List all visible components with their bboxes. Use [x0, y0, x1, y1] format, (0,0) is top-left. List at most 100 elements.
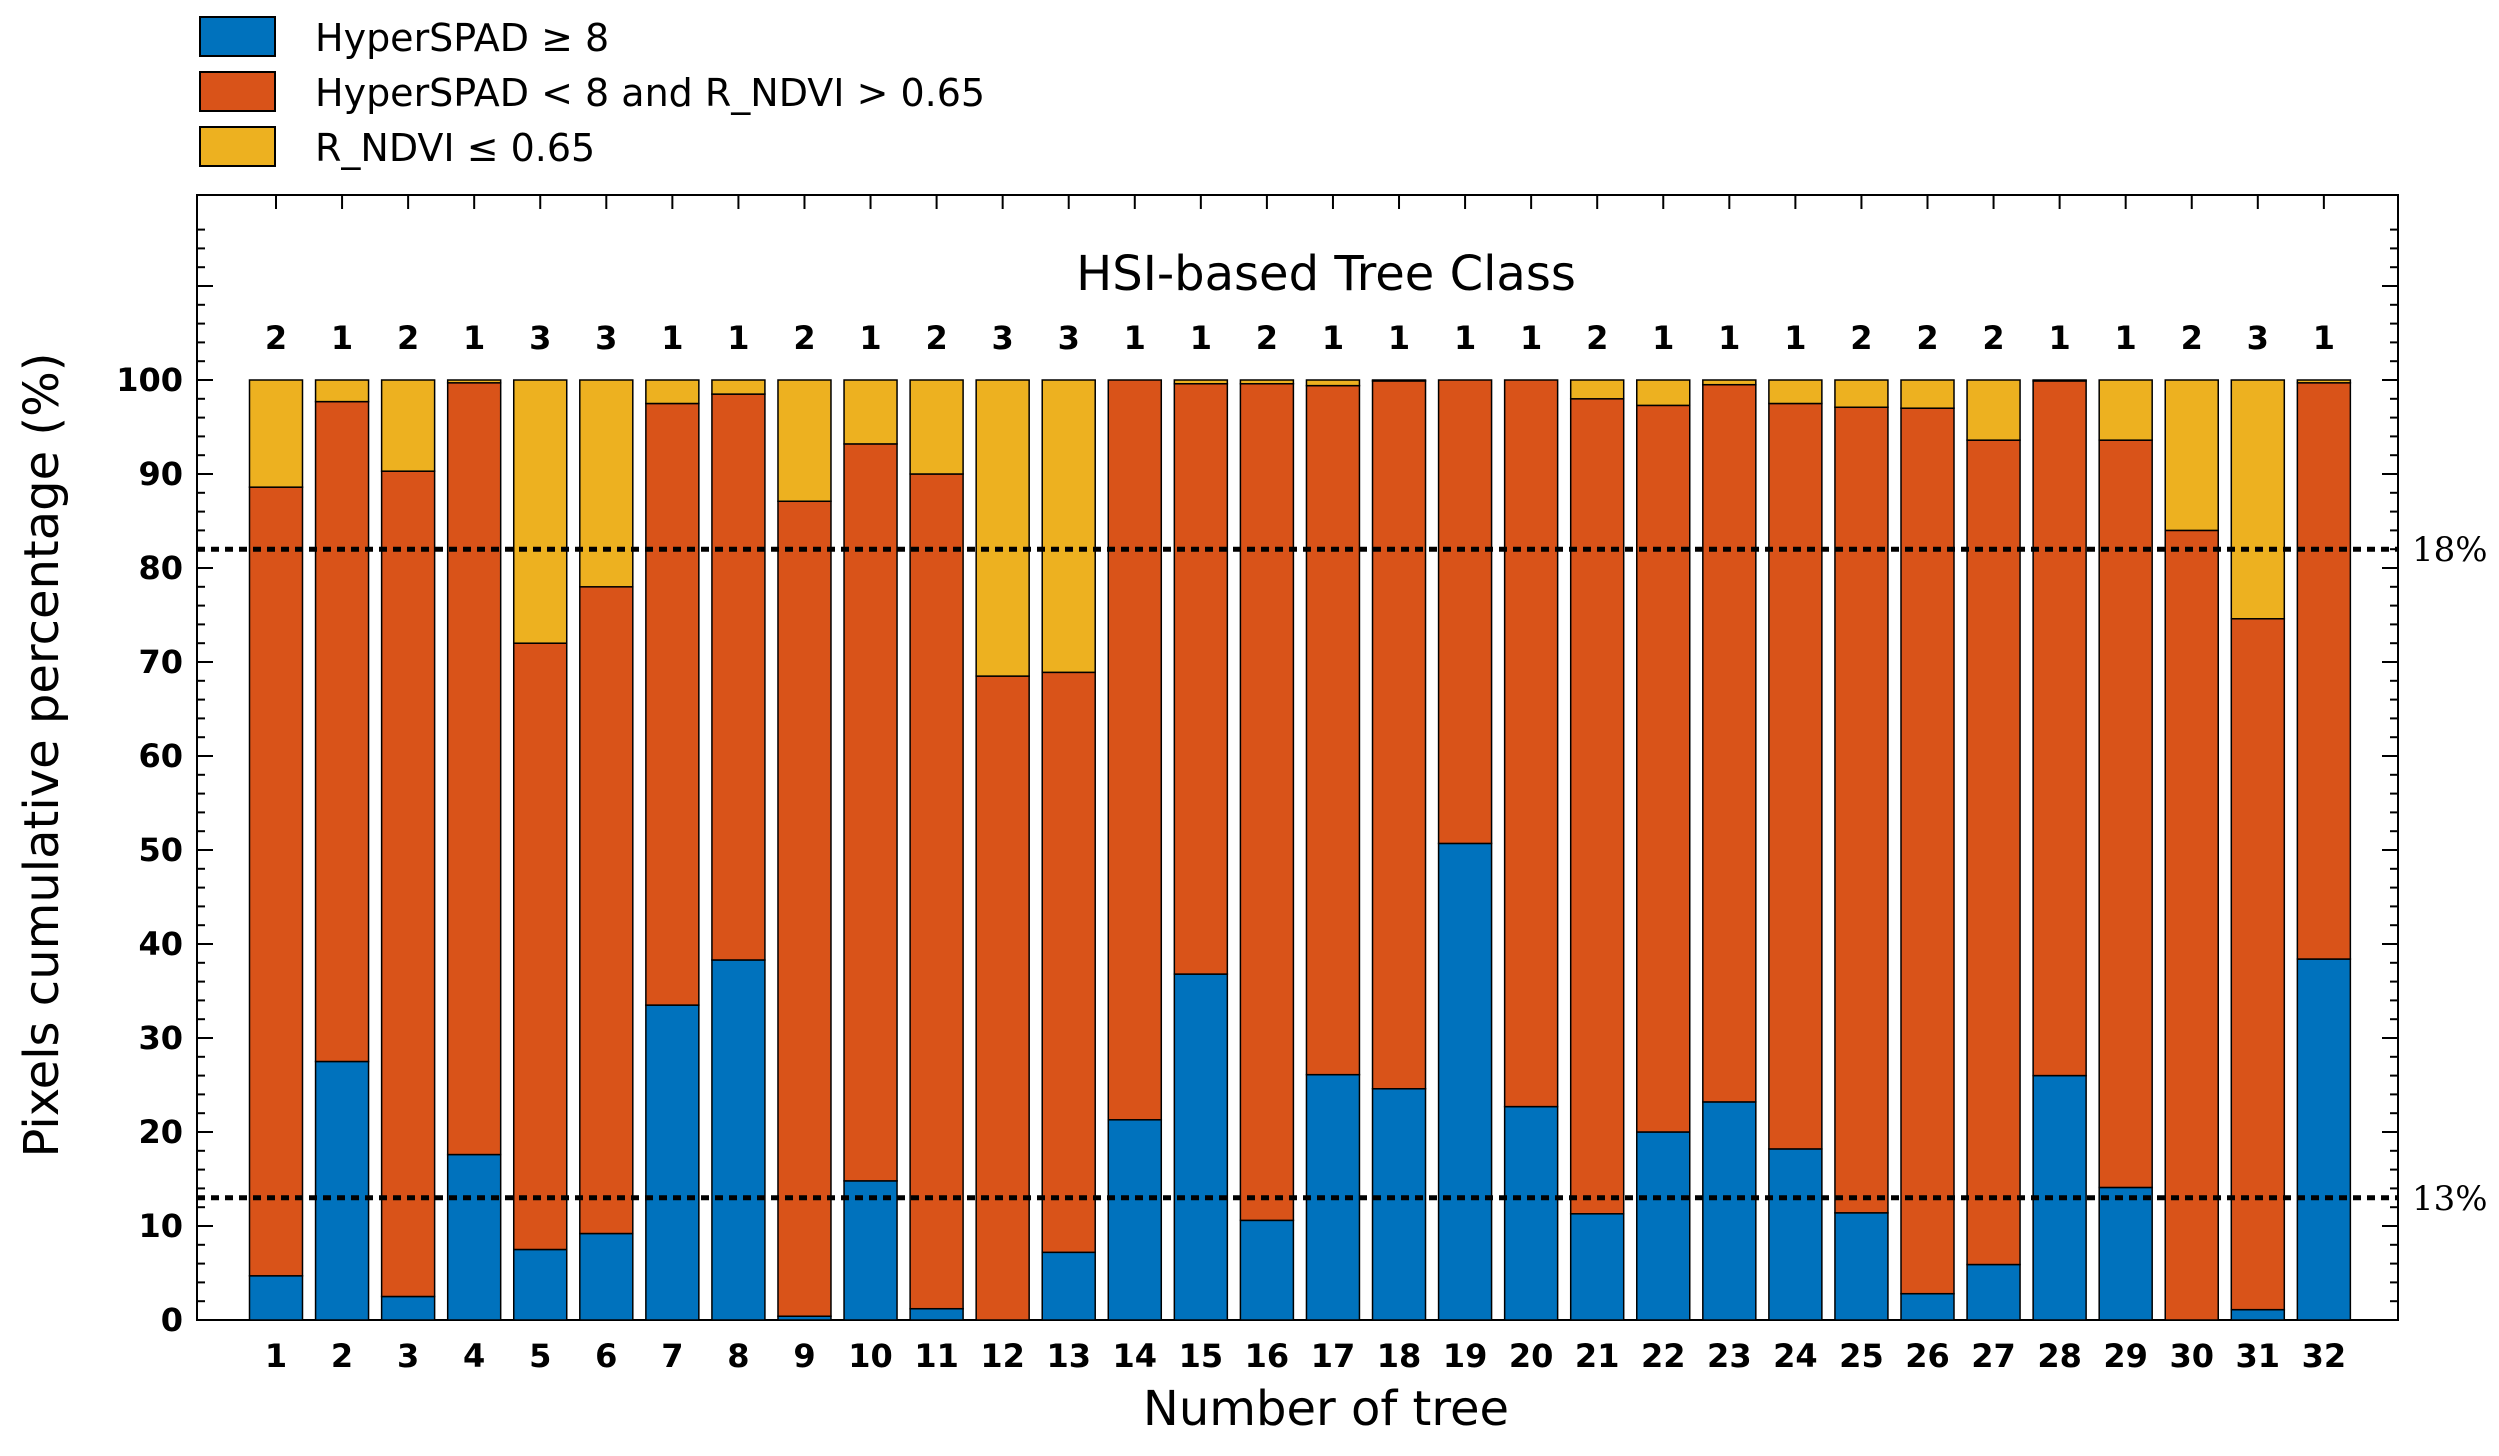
labels: 0102030405060708090100122132415363718192… — [116, 319, 2346, 1375]
bar-tree-8-segment-1 — [711, 959, 766, 1321]
x-tick-label: 10 — [848, 1337, 893, 1375]
tree-class-label: 1 — [1652, 319, 1674, 357]
tree-class-label: 2 — [793, 319, 815, 357]
bar-tree-6-segment-1 — [579, 1232, 634, 1321]
bar-tree-27-segment-1 — [1966, 1263, 2021, 1321]
x-tick-label: 8 — [727, 1337, 749, 1375]
bar-tree-17-segment-3 — [1305, 379, 1361, 387]
x-tick-label: 9 — [793, 1337, 815, 1375]
bar-tree-5-segment-2 — [512, 642, 568, 1251]
tree-class-label: 1 — [2115, 319, 2137, 357]
bar-tree-3-segment-1 — [380, 1295, 436, 1321]
legend-label-2: HyperSPAD < 8 and R_NDVI > 0.65 — [315, 71, 985, 115]
x-tick-label: 18 — [1377, 1337, 1422, 1375]
x-tick-label: 14 — [1113, 1337, 1158, 1375]
bar-tree-2-segment-3 — [314, 379, 370, 403]
y-tick-label: 60 — [138, 737, 183, 775]
x-tick-label: 25 — [1839, 1337, 1884, 1375]
bar-tree-13-segment-1 — [1041, 1251, 1096, 1321]
x-tick-label: 28 — [2037, 1337, 2082, 1375]
bar-tree-27-segment-3 — [1966, 379, 2021, 441]
bar-tree-10-segment-2 — [843, 443, 898, 1182]
tree-class-label: 1 — [2048, 319, 2070, 357]
tree-class-label: 2 — [1850, 319, 1872, 357]
bar-tree-18-segment-1 — [1371, 1088, 1427, 1321]
y-tick-label: 70 — [138, 643, 183, 681]
y-tick-label: 50 — [138, 831, 183, 869]
bar-tree-1-segment-1 — [248, 1275, 304, 1321]
tree-class-label: 1 — [1718, 319, 1740, 357]
y-tick-label: 80 — [138, 549, 183, 587]
bar-tree-22-segment-3 — [1636, 379, 1691, 407]
bar-tree-32-segment-1 — [2296, 958, 2352, 1321]
tree-class-label: 3 — [595, 319, 617, 357]
bar-tree-5-segment-1 — [512, 1248, 568, 1321]
bar-tree-8-segment-2 — [711, 393, 766, 961]
tree-class-label: 1 — [1520, 319, 1542, 357]
bar-tree-20-segment-2 — [1503, 379, 1559, 1108]
chart-title: HSI-based Tree Class — [1076, 246, 1576, 302]
bar-tree-26-segment-2 — [1900, 407, 1955, 1295]
x-tick-label: 2 — [331, 1337, 353, 1375]
y-tick-label: 40 — [138, 925, 183, 963]
x-tick-label: 27 — [1971, 1337, 2016, 1375]
tree-class-label: 2 — [925, 319, 947, 357]
x-tick-label: 4 — [463, 1337, 485, 1375]
x-tick-label: 1 — [265, 1337, 287, 1375]
tree-class-label: 1 — [1190, 319, 1212, 357]
bar-tree-4-segment-2 — [446, 382, 502, 1156]
bar-tree-16-segment-1 — [1239, 1219, 1295, 1321]
y-axis-title: Pixels cumulative percentage (%) — [14, 353, 70, 1158]
bar-tree-18-segment-2 — [1371, 380, 1427, 1090]
bar-tree-15-segment-2 — [1173, 383, 1229, 975]
bar-tree-7-segment-1 — [645, 1004, 700, 1321]
y-tick-label: 90 — [138, 455, 183, 493]
bar-tree-16-segment-2 — [1239, 383, 1295, 1222]
legend: HyperSPAD ≥ 8 HyperSPAD < 8 and R_NDVI > … — [199, 16, 985, 170]
legend-label-1: HyperSPAD ≥ 8 — [315, 16, 609, 60]
tree-class-label: 1 — [331, 319, 353, 357]
bar-tree-24-segment-3 — [1768, 379, 1823, 405]
legend-label-3: R_NDVI ≤ 0.65 — [315, 126, 595, 170]
bar-tree-13-segment-3 — [1041, 379, 1096, 674]
tree-class-label: 1 — [859, 319, 881, 357]
bar-tree-18-segment-3 — [1371, 379, 1427, 382]
bar-tree-26-segment-3 — [1900, 379, 1955, 409]
tree-class-label: 1 — [463, 319, 485, 357]
x-tick-label: 5 — [529, 1337, 551, 1375]
bar-tree-4-segment-1 — [446, 1153, 502, 1321]
bar-tree-15-segment-1 — [1173, 973, 1229, 1321]
y-tick-label: 0 — [161, 1301, 183, 1339]
bar-tree-3-segment-2 — [380, 470, 436, 1298]
x-tick-label: 12 — [980, 1337, 1025, 1375]
x-tick-label: 31 — [2236, 1337, 2281, 1375]
tree-class-label: 1 — [1784, 319, 1806, 357]
bar-tree-13-segment-2 — [1041, 671, 1096, 1254]
x-tick-label: 11 — [914, 1337, 959, 1375]
bar-tree-8-segment-3 — [711, 379, 766, 395]
bar-tree-29-segment-1 — [2098, 1186, 2153, 1321]
reference-line-label-1: 18% — [2412, 530, 2488, 570]
y-tick-label: 100 — [116, 361, 183, 399]
bar-tree-22-segment-1 — [1636, 1131, 1691, 1321]
bar-tree-30-segment-3 — [2164, 379, 2219, 532]
bar-tree-31-segment-1 — [2230, 1308, 2286, 1321]
bar-tree-19-segment-2 — [1437, 379, 1493, 845]
legend-swatch-1 — [199, 16, 276, 57]
tree-class-label: 1 — [727, 319, 749, 357]
tree-class-label: 2 — [1256, 319, 1278, 357]
bar-tree-31-segment-3 — [2230, 379, 2286, 620]
tree-class-label: 2 — [265, 319, 287, 357]
bar-tree-9-segment-3 — [777, 379, 832, 503]
bar-tree-15-segment-3 — [1173, 379, 1229, 385]
y-tick-label: 10 — [138, 1207, 183, 1245]
bar-tree-27-segment-2 — [1966, 439, 2021, 1266]
bar-tree-12-segment-2 — [975, 675, 1030, 1321]
bar-tree-14-segment-1 — [1107, 1119, 1163, 1321]
bar-tree-32-segment-2 — [2296, 382, 2352, 960]
tree-class-label: 2 — [397, 319, 419, 357]
tree-class-label: 1 — [1388, 319, 1410, 357]
bar-tree-9-segment-2 — [777, 500, 832, 1317]
tree-class-label: 2 — [1916, 319, 1938, 357]
